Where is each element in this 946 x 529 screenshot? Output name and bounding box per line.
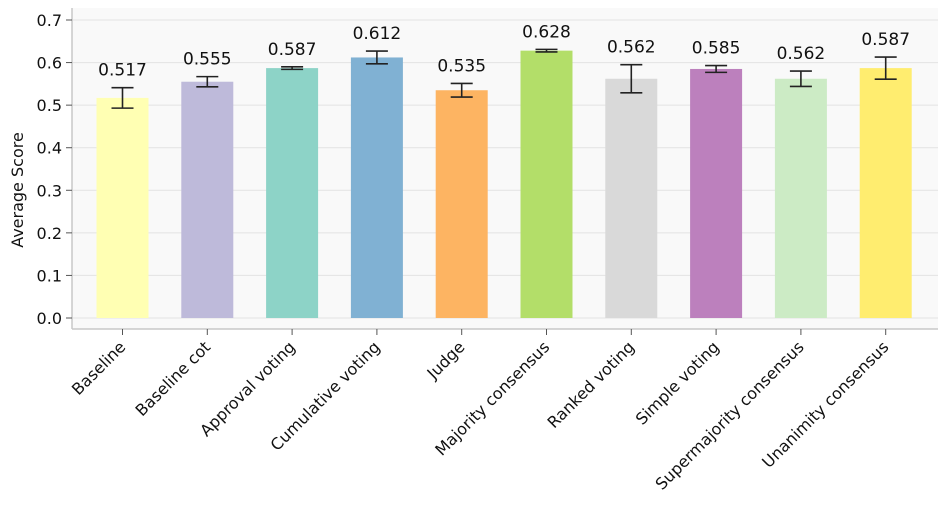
data-labels: 0.517 0.555 0.587 0.612 0.535 0.628 0.562 0.585… (98, 22, 910, 80)
x-tick-label: Judge (423, 337, 469, 383)
y-tick-label: 0.4 (37, 139, 62, 158)
data-label: 0.612 (353, 24, 402, 44)
x-tick-label: Supermajority consensus (652, 337, 808, 493)
bar (96, 97, 149, 318)
data-label: 0.562 (777, 44, 826, 64)
x-tick-label: Baseline (68, 337, 129, 398)
bar (350, 57, 403, 318)
bars (96, 50, 912, 319)
bar (435, 90, 488, 318)
bar (181, 81, 234, 318)
data-label: 0.587 (861, 30, 910, 50)
y-axis-ticks: 0.0 0.1 0.2 0.3 0.4 0.5 0.6 0.7 (37, 11, 72, 328)
bar (266, 68, 319, 318)
bar (859, 68, 912, 318)
y-tick-label: 0.0 (37, 309, 62, 328)
data-label: 0.585 (692, 39, 741, 59)
data-label: 0.562 (607, 38, 656, 58)
bar (605, 78, 658, 319)
y-tick-label: 0.5 (37, 96, 62, 115)
y-tick-label: 0.7 (37, 11, 62, 30)
x-tick-label: Ranked voting (544, 337, 639, 432)
bar (774, 78, 827, 319)
data-label: 0.555 (183, 50, 232, 70)
data-label: 0.517 (98, 61, 147, 81)
y-tick-label: 0.2 (37, 224, 62, 243)
y-axis-label: Average Score (8, 132, 27, 248)
y-tick-label: 0.3 (37, 181, 62, 200)
error-bars (111, 48, 897, 109)
y-tick-label: 0.1 (37, 266, 62, 285)
data-label: 0.587 (268, 40, 317, 60)
bar (690, 68, 743, 318)
bar (520, 50, 573, 318)
y-tick-label: 0.6 (37, 54, 62, 73)
data-label: 0.628 (522, 22, 571, 42)
data-label: 0.535 (437, 56, 486, 76)
x-tick-label: Baseline cot (132, 337, 215, 420)
x-tick-label: Simple voting (632, 337, 723, 428)
